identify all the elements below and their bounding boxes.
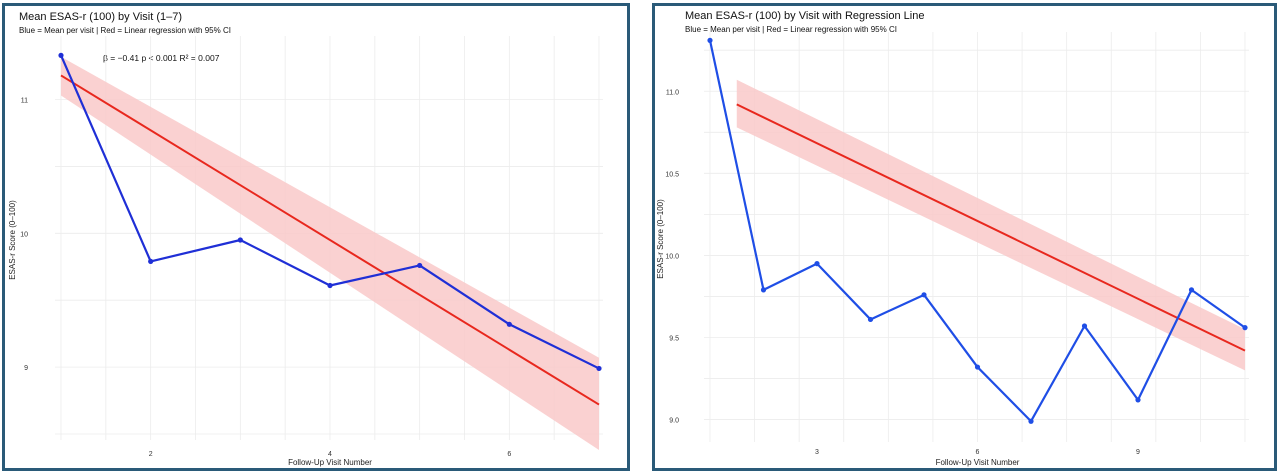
chart-panel-left: Mean ESAS-r (100) by Visit (1–7) Blue = M… [2,3,630,471]
y-tick-label: 10.5 [665,171,679,178]
chart-right: Mean ESAS-r (100) by Visit with Regressi… [656,10,1249,467]
chart-panel-right: Mean ESAS-r (100) by Visit with Regressi… [652,3,1277,471]
y-axis-label: ESAS-r Score (0–100) [656,199,665,279]
x-tick-label: 2 [149,451,153,458]
mean-data-point [921,292,927,298]
mean-data-point [417,262,423,269]
chart-subtitle: Blue = Mean per visit | Red = Linear reg… [685,25,897,34]
chart-left: Mean ESAS-r (100) by Visit (1–7) Blue = M… [8,11,603,467]
x-tick-label: 9 [1136,449,1140,456]
mean-data-point [1188,287,1195,293]
mean-data-point [867,316,874,323]
chart-subtitle: Blue = Mean per visit | Red = Linear reg… [19,26,231,35]
mean-data-point [1135,397,1141,403]
mean-data-point [974,364,981,370]
mean-data-point [596,365,602,372]
regression-line [736,103,1246,352]
chart-title: Mean ESAS-r (100) by Visit with Regressi… [685,10,924,22]
y-tick-label: 10.0 [665,253,679,260]
mean-data-point [707,37,713,43]
regression-ci-band [61,56,599,451]
mean-data-point [1242,325,1248,331]
x-tick-label: 4 [328,451,332,458]
y-tick-label: 11.0 [666,89,679,96]
mean-data-point [1081,323,1088,329]
x-tick-label: 6 [507,451,511,458]
mean-data-point [327,282,333,289]
mean-data-point [814,261,820,267]
y-tick-label: 11 [21,98,28,105]
x-axis-label: Follow-Up Visit Number [288,458,372,467]
stats-annotation: β = −0.41 p < 0.001 R² = 0.007 [103,53,220,63]
y-tick-label: 9.0 [669,418,679,425]
mean-data-point [58,52,64,58]
y-tick-label: 9 [24,365,28,372]
x-tick-label: 6 [976,449,980,456]
y-tick-label: 9.5 [669,336,679,343]
regression-ci-band [736,79,1245,371]
mean-data-point [237,237,243,243]
chart-title: Mean ESAS-r (100) by Visit (1–7) [19,11,182,23]
x-axis-label: Follow-Up Visit Number [936,458,1020,467]
regression-line [60,74,600,406]
mean-data-point [1028,418,1034,424]
y-axis-label: ESAS-r Score (0–100) [8,200,17,280]
x-tick-label: 3 [815,449,819,456]
mean-data-point [148,258,154,265]
mean-data-point [760,287,767,293]
mean-data-point [506,321,512,327]
y-tick-label: 10 [20,231,28,238]
